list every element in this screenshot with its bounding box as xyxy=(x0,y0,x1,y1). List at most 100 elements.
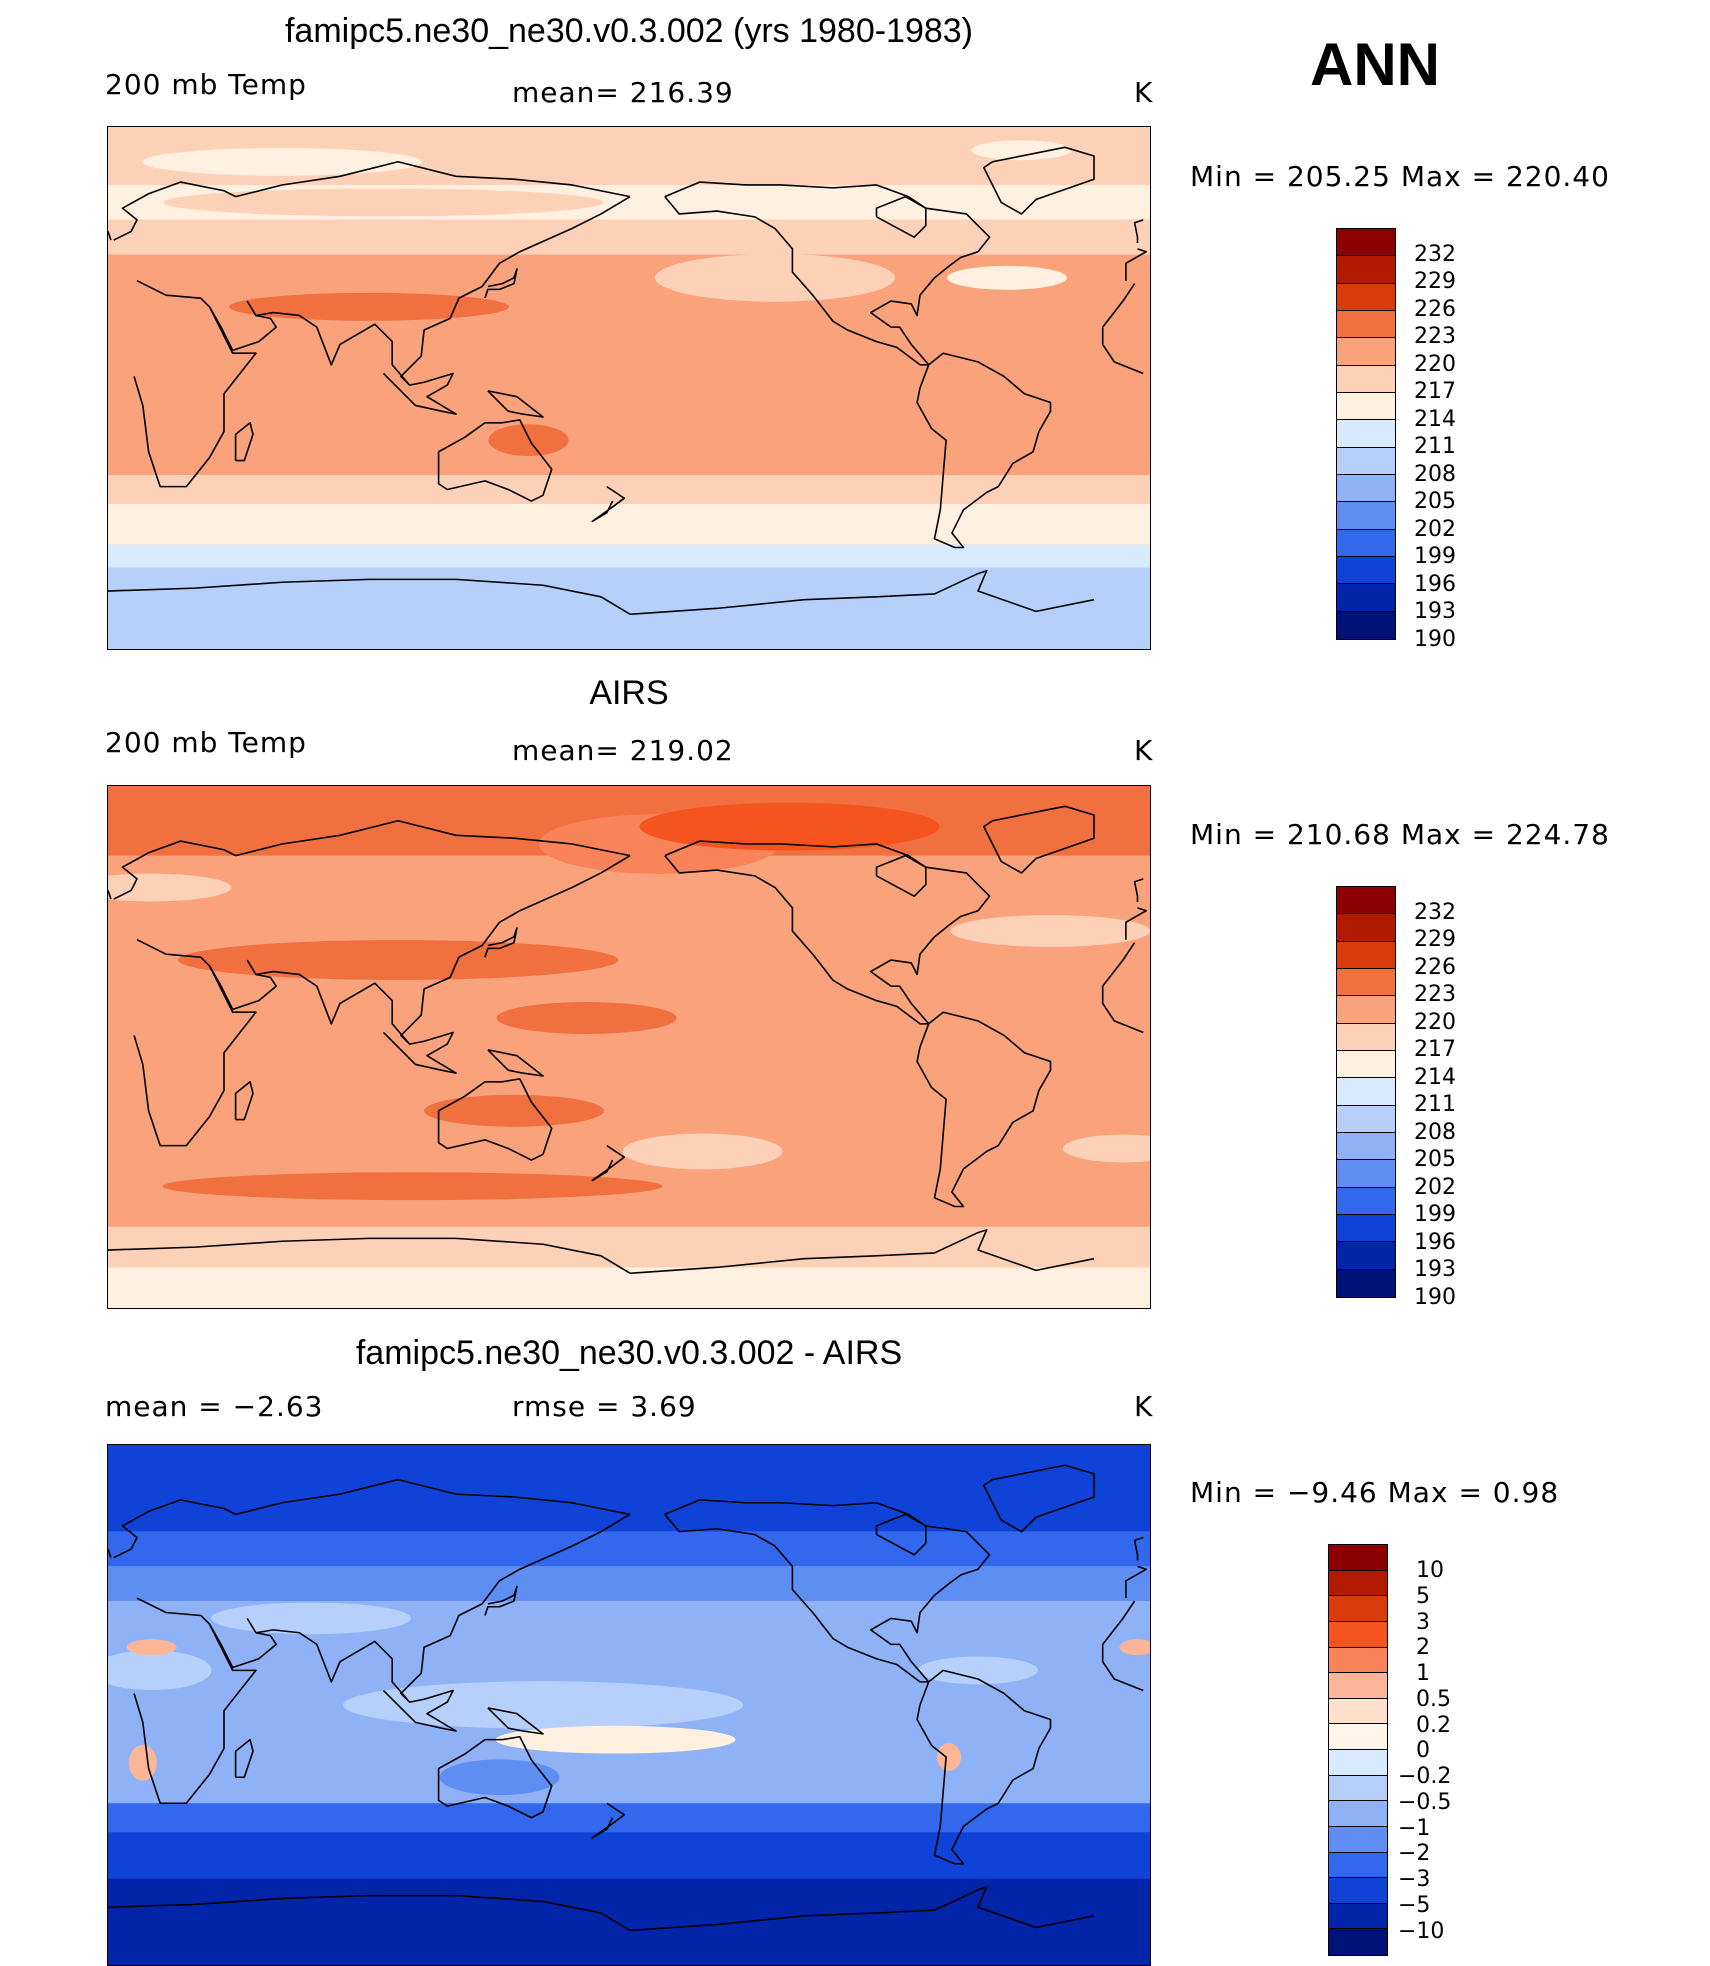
greenland-coastline xyxy=(982,146,1095,215)
field-anomaly xyxy=(178,940,618,980)
indonesia-coastline xyxy=(382,1689,457,1732)
colorbar-swatch xyxy=(1337,1050,1395,1079)
colorbar-swatch xyxy=(1337,392,1395,421)
colorbar-tick-label: 214 xyxy=(1414,406,1456,432)
field-anomaly xyxy=(495,1725,736,1754)
field-band xyxy=(108,1267,1150,1308)
colorbar-tick-label: 223 xyxy=(1414,324,1456,350)
antarctica-coastline xyxy=(108,1894,631,1932)
new-zealand-coastline xyxy=(591,1802,626,1839)
field-anomaly xyxy=(211,1602,411,1635)
field-anomaly xyxy=(108,873,232,902)
asia-coastline xyxy=(235,160,631,198)
colorbar-tick-label: 199 xyxy=(1414,1202,1456,1228)
panel-3-colorbar xyxy=(1328,1544,1388,1956)
colorbar-swatch xyxy=(1337,529,1395,557)
colorbar-tick-label: 226 xyxy=(1414,954,1456,980)
colorbar-tick-label: 208 xyxy=(1414,461,1456,487)
africa-coastline xyxy=(1102,1600,1136,1645)
east-asia-coastline xyxy=(208,1513,631,1703)
arabia-gulf-coastline xyxy=(246,1617,257,1634)
colorbar-tick-label: 202 xyxy=(1414,516,1456,542)
japan-coastline xyxy=(484,1585,518,1616)
new-zealand-coastline xyxy=(591,1144,626,1182)
arabia-gulf-coastline xyxy=(246,300,257,316)
field-band xyxy=(108,1445,1150,1532)
colorbar-tick-label: 10 xyxy=(1416,1558,1444,1583)
colorbar-tick-label: −2 xyxy=(1398,1841,1431,1867)
colorbar-tick-label: 0.5 xyxy=(1416,1686,1451,1712)
colorbar-swatch xyxy=(1329,1826,1387,1853)
colorbar-tick-label: 1 xyxy=(1416,1661,1430,1686)
field-background xyxy=(108,786,1150,1308)
field-anomaly xyxy=(639,802,940,851)
colorbar-tick-label: −1 xyxy=(1398,1815,1431,1841)
east-asia-coastline xyxy=(208,195,631,386)
colorbar-tick-label: 223 xyxy=(1414,982,1456,1008)
colorbar-tick-label: 190 xyxy=(1414,1284,1456,1310)
madagascar-coastline xyxy=(234,1080,254,1121)
new-guinea-coastline xyxy=(487,390,544,418)
indonesia-coastline xyxy=(382,1031,457,1074)
colorbar-tick-label: 196 xyxy=(1414,571,1456,597)
colorbar-swatch xyxy=(1337,1160,1395,1188)
colorbar-tick-label: −0.5 xyxy=(1398,1789,1452,1815)
asia-coastline xyxy=(235,1478,631,1516)
europe-coastline xyxy=(1125,1565,1147,1599)
colorbar-swatch xyxy=(1329,1647,1387,1674)
colorbar-swatch xyxy=(1329,1775,1387,1802)
colorbar-swatch xyxy=(1337,474,1395,503)
colorbar-tick-label: 190 xyxy=(1414,626,1456,652)
colorbar-swatch xyxy=(1337,338,1395,366)
field-band xyxy=(108,219,1150,255)
season-label: ANN xyxy=(1310,31,1440,98)
colorbar-swatch xyxy=(1337,1187,1395,1215)
colorbar-tick-label: 229 xyxy=(1414,269,1456,295)
africa-coastline xyxy=(133,938,257,1147)
greenland-coastline xyxy=(982,805,1095,874)
field-anomaly xyxy=(918,1656,1038,1685)
field-band xyxy=(108,1566,1150,1601)
colorbar-swatch xyxy=(1329,1570,1387,1597)
field-anomaly xyxy=(488,424,569,457)
panel-3-mean-label: mean = −2.63 xyxy=(105,1390,324,1423)
panel-2-variable-label: 200 mb Temp xyxy=(105,726,307,759)
colorbar-tick-label: 232 xyxy=(1414,900,1456,925)
colorbar-swatch xyxy=(1337,1214,1395,1243)
colorbar-swatch xyxy=(1329,1903,1387,1930)
colorbar-swatch xyxy=(1337,941,1395,969)
panel-3-map xyxy=(107,1444,1151,1966)
panel-3-units: K xyxy=(1134,1390,1154,1423)
panel-1-mean-label: mean= 216.39 xyxy=(512,76,734,109)
colorbar-swatch xyxy=(1329,1801,1387,1827)
colorbar-swatch xyxy=(1337,887,1395,915)
colorbar-tick-label: 220 xyxy=(1414,1009,1456,1035)
colorbar-swatch xyxy=(1329,1750,1387,1776)
colorbar-tick-label: 3 xyxy=(1416,1609,1430,1635)
antarctica-coastline xyxy=(629,1886,1095,1932)
panel-3-minmax: Min = −9.46 Max = 0.98 xyxy=(1190,1476,1560,1509)
map-canvas xyxy=(108,1445,1150,1965)
field-anomaly xyxy=(1063,1134,1150,1163)
colorbar-tick-label: 217 xyxy=(1414,379,1456,405)
colorbar-tick-label: 217 xyxy=(1414,1037,1456,1063)
field-anomaly xyxy=(937,1743,961,1771)
africa-coastline xyxy=(133,1597,257,1805)
panel-1-colorbar xyxy=(1336,228,1396,640)
field-band xyxy=(108,1762,1150,1804)
panel-1-minmax: Min = 205.25 Max = 220.40 xyxy=(1190,160,1610,193)
field-anomaly xyxy=(439,1759,560,1796)
antarctica-coastline xyxy=(108,578,631,615)
colorbar-swatch xyxy=(1329,1596,1387,1622)
colorbar-swatch xyxy=(1337,996,1395,1024)
hudson-bay-coastline xyxy=(875,195,927,238)
colorbar-swatch xyxy=(1337,283,1395,311)
colorbar-swatch xyxy=(1329,1698,1387,1725)
asia-coastline xyxy=(235,819,631,857)
colorbar-tick-label: 208 xyxy=(1414,1119,1456,1145)
hudson-bay-coastline xyxy=(875,1513,927,1556)
colorbar-swatch xyxy=(1337,1105,1395,1133)
australia-coastline xyxy=(437,419,553,502)
uk-coastline xyxy=(1133,219,1144,243)
colorbar-tick-label: 232 xyxy=(1414,242,1456,267)
